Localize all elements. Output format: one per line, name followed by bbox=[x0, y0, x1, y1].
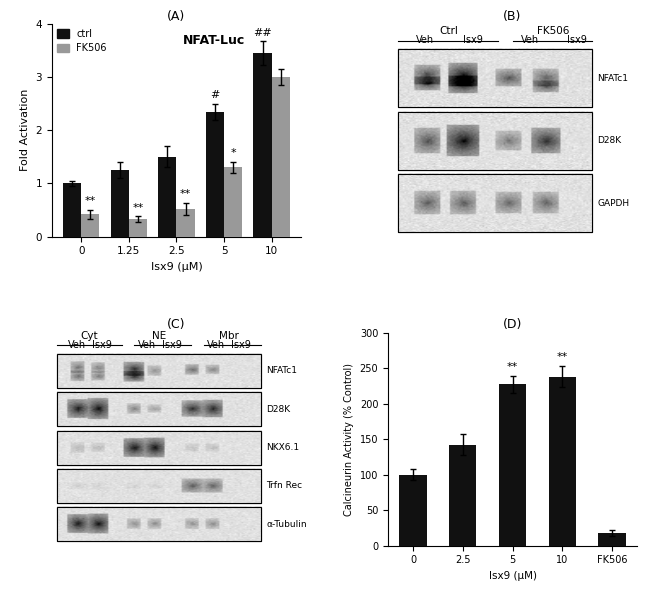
Bar bbox=[549, 377, 576, 546]
Bar bbox=[63, 183, 81, 237]
Text: NFAT-Luc: NFAT-Luc bbox=[183, 34, 245, 47]
X-axis label: Isx9 (μM): Isx9 (μM) bbox=[489, 571, 536, 581]
Bar bbox=[254, 53, 272, 237]
Text: NKX6.1: NKX6.1 bbox=[266, 443, 299, 452]
Y-axis label: Fold Activation: Fold Activation bbox=[20, 89, 30, 171]
Y-axis label: Calcineurin Activity (% Control): Calcineurin Activity (% Control) bbox=[344, 362, 354, 515]
Text: FK506: FK506 bbox=[538, 27, 570, 37]
Bar bbox=[599, 533, 626, 546]
Text: α-Tubulin: α-Tubulin bbox=[266, 519, 307, 529]
Bar bbox=[224, 167, 242, 237]
Title: (A): (A) bbox=[167, 9, 186, 23]
Title: (D): (D) bbox=[503, 318, 522, 331]
FancyBboxPatch shape bbox=[57, 469, 261, 503]
Text: Veh: Veh bbox=[521, 35, 539, 45]
Text: Veh: Veh bbox=[417, 35, 434, 45]
Bar bbox=[499, 384, 526, 546]
Text: Trfn Rec: Trfn Rec bbox=[266, 482, 302, 490]
Text: GAPDH: GAPDH bbox=[597, 199, 629, 208]
FancyBboxPatch shape bbox=[57, 507, 261, 541]
Text: *: * bbox=[230, 148, 236, 158]
Text: Isx9: Isx9 bbox=[92, 340, 112, 350]
Text: Ctrl: Ctrl bbox=[439, 27, 458, 37]
Text: Isx9: Isx9 bbox=[162, 340, 181, 350]
Bar bbox=[272, 77, 290, 237]
Text: Isx9: Isx9 bbox=[463, 35, 483, 45]
FancyBboxPatch shape bbox=[57, 354, 261, 388]
Text: D28K: D28K bbox=[597, 136, 621, 145]
Title: (B): (B) bbox=[503, 9, 522, 23]
Text: D28K: D28K bbox=[266, 405, 290, 414]
Text: Veh: Veh bbox=[68, 340, 86, 350]
Text: **: ** bbox=[556, 352, 568, 362]
Bar bbox=[111, 170, 129, 237]
Bar bbox=[81, 214, 99, 237]
FancyBboxPatch shape bbox=[398, 111, 592, 170]
Text: **: ** bbox=[180, 189, 191, 199]
Text: Veh: Veh bbox=[138, 340, 155, 350]
FancyBboxPatch shape bbox=[398, 49, 592, 107]
FancyBboxPatch shape bbox=[398, 174, 592, 232]
Title: (C): (C) bbox=[167, 318, 186, 331]
X-axis label: Isx9 (μM): Isx9 (μM) bbox=[151, 262, 202, 272]
Text: ##: ## bbox=[253, 27, 272, 37]
Bar bbox=[129, 219, 147, 237]
Text: **: ** bbox=[133, 203, 144, 213]
Text: NFATc1: NFATc1 bbox=[597, 74, 628, 83]
Bar bbox=[159, 157, 176, 237]
Text: Cyt: Cyt bbox=[81, 331, 98, 341]
Text: #: # bbox=[211, 90, 220, 100]
Text: **: ** bbox=[507, 362, 518, 372]
Text: Veh: Veh bbox=[207, 340, 226, 350]
Text: Mbr: Mbr bbox=[219, 331, 239, 341]
Text: Isx9: Isx9 bbox=[567, 35, 587, 45]
Bar bbox=[176, 209, 194, 237]
Legend: ctrl, FK506: ctrl, FK506 bbox=[57, 28, 107, 53]
Text: NFATc1: NFATc1 bbox=[266, 366, 297, 375]
Text: Isx9: Isx9 bbox=[231, 340, 251, 350]
Text: NE: NE bbox=[152, 331, 166, 341]
Bar bbox=[206, 111, 224, 237]
Bar bbox=[449, 445, 476, 546]
Text: **: ** bbox=[84, 196, 96, 206]
FancyBboxPatch shape bbox=[57, 392, 261, 426]
Bar bbox=[399, 474, 427, 546]
FancyBboxPatch shape bbox=[57, 431, 261, 465]
